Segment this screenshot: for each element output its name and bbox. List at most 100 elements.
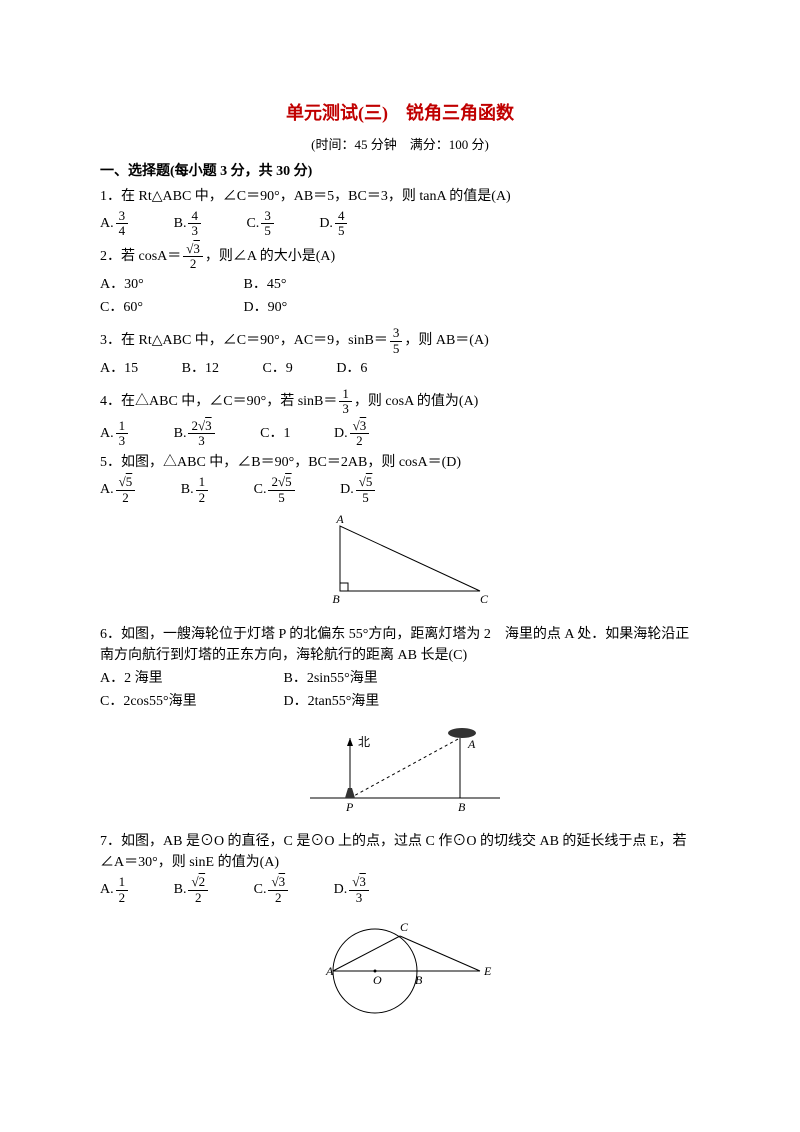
svg-text:P: P	[345, 800, 354, 814]
q7-b-label: B.	[174, 882, 187, 897]
svg-text:B: B	[415, 973, 423, 987]
q4-a-label: A.	[100, 426, 114, 441]
q1-b-label: B.	[174, 216, 187, 231]
q4-d-den: 2	[350, 434, 370, 448]
q3-a: A．15	[100, 358, 138, 379]
q5-options: A.√52 B.12 C.2√55 D.√55	[100, 475, 700, 505]
q6-figure: 北 P B A	[100, 718, 700, 825]
q3-frac-num: 3	[390, 326, 403, 341]
q4-d-num: √3	[350, 419, 370, 434]
q7-a-den: 2	[116, 891, 129, 905]
q5-c-den: 5	[268, 491, 294, 505]
q1-b-den: 3	[188, 224, 201, 238]
q5-text: 5．如图，△ABC 中，∠B＝90°，BC＝2AB，则 cosA＝(D)	[100, 452, 700, 473]
q2-options-row1: A．30° B．45°	[100, 274, 700, 295]
q4-frac-num: 1	[339, 387, 352, 402]
q6-d: D．2tan55°海里	[284, 691, 464, 712]
q7-b-den: 2	[188, 891, 208, 905]
q4-options: A.13 B.2√33 C．1 D.√32	[100, 419, 700, 449]
svg-text:C: C	[400, 920, 409, 934]
q4-text: 4．在△ABC 中，∠C＝90°，若 sinB＝13，则 cosA 的值为(A)	[100, 387, 700, 417]
q6-options-row1: A．2 海里 B．2sin55°海里	[100, 668, 700, 689]
q1-d-num: 4	[335, 209, 348, 224]
svg-text:A: A	[325, 964, 334, 978]
q2-c: C．60°	[100, 297, 240, 318]
svg-text:A: A	[467, 737, 476, 751]
svg-text:北: 北	[358, 735, 370, 749]
q1-a-num: 3	[116, 209, 129, 224]
q6-a: A．2 海里	[100, 668, 280, 689]
q7-a-label: A.	[100, 882, 114, 897]
q2-d: D．90°	[244, 297, 384, 318]
q5-b-label: B.	[181, 482, 194, 497]
q7-d-label: D.	[334, 882, 348, 897]
q6-c: C．2cos55°海里	[100, 691, 280, 712]
q1-a-label: A.	[100, 216, 114, 231]
q1-options: A.34 B.43 C.35 D.45	[100, 209, 700, 239]
page-title: 单元测试(三) 锐角三角函数	[100, 100, 700, 127]
q3-d: D．6	[336, 358, 367, 379]
svg-text:C: C	[480, 592, 489, 606]
svg-text:B: B	[332, 592, 340, 606]
q4-b-label: B.	[174, 426, 187, 441]
q5-a-den: 2	[116, 491, 136, 505]
q5-b-den: 2	[196, 491, 209, 505]
q3-b: B．12	[182, 358, 219, 379]
q3-post: ，则 AB＝(A)	[404, 333, 488, 348]
svg-text:E: E	[483, 964, 492, 978]
q5-c-num: 2√5	[268, 475, 294, 490]
q2-frac-den: 2	[183, 257, 203, 271]
q7-d-den: 3	[349, 891, 369, 905]
q4-pre: 4．在△ABC 中，∠C＝90°，若 sinB＝	[100, 394, 337, 409]
q4-c: C．1	[260, 423, 290, 444]
q1-c-den: 5	[261, 224, 274, 238]
q4-post: ，则 cosA 的值为(A)	[354, 394, 478, 409]
q4-a-num: 1	[116, 419, 129, 434]
q4-b-den: 3	[188, 434, 214, 448]
q2-pre: 2．若 cosA＝	[100, 249, 181, 264]
q2-b: B．45°	[244, 274, 384, 295]
q7-c-num: √3	[268, 875, 288, 890]
q3-options: A．15 B．12 C．9 D．6	[100, 358, 700, 379]
q2-frac-num: √3	[183, 242, 203, 257]
q6-options-row2: C．2cos55°海里 D．2tan55°海里	[100, 691, 700, 712]
q1-d-label: D.	[319, 216, 333, 231]
q2-a: A．30°	[100, 274, 240, 295]
q7-c-label: C.	[254, 882, 267, 897]
q5-c-label: C.	[254, 482, 267, 497]
q7-figure: A O B C E	[100, 911, 700, 1028]
q1-b-num: 4	[188, 209, 201, 224]
svg-text:O: O	[373, 973, 382, 987]
q2-text: 2．若 cosA＝√32，则∠A 的大小是(A)	[100, 242, 700, 272]
q1-a-den: 4	[116, 224, 129, 238]
section-1-header: 一、选择题(每小题 3 分，共 30 分)	[100, 161, 700, 182]
svg-text:A: A	[335, 512, 344, 526]
q6-b: B．2sin55°海里	[284, 668, 464, 689]
q5-figure: A B C	[100, 511, 700, 618]
q7-a-num: 1	[116, 875, 129, 890]
q1-text: 1．在 Rt△ABC 中，∠C＝90°，AB＝5，BC＝3，则 tanA 的值是…	[100, 186, 700, 207]
q4-d-label: D.	[334, 426, 348, 441]
q5-a-num: √5	[116, 475, 136, 490]
svg-text:B: B	[458, 800, 466, 814]
q7-text: 7．如图，AB 是⊙O 的直径，C 是⊙O 上的点，过点 C 作⊙O 的切线交 …	[100, 831, 700, 873]
q3-pre: 3．在 Rt△ABC 中，∠C＝90°，AC＝9，sinB＝	[100, 333, 388, 348]
q1-c-num: 3	[261, 209, 274, 224]
q3-frac-den: 5	[390, 342, 403, 356]
q3-text: 3．在 Rt△ABC 中，∠C＝90°，AC＝9，sinB＝35，则 AB＝(A…	[100, 326, 700, 356]
page-subtitle: (时间：45 分钟 满分：100 分)	[100, 135, 700, 155]
q4-a-den: 3	[116, 434, 129, 448]
q5-a-label: A.	[100, 482, 114, 497]
q7-b-num: √2	[188, 875, 208, 890]
q5-b-num: 1	[196, 475, 209, 490]
q7-c-den: 2	[268, 891, 288, 905]
q2-post: ，则∠A 的大小是(A)	[205, 249, 335, 264]
q4-frac-den: 3	[339, 402, 352, 416]
q1-c-label: C.	[246, 216, 259, 231]
q2-options-row2: C．60° D．90°	[100, 297, 700, 318]
q7-options: A.12 B.√22 C.√32 D.√33	[100, 875, 700, 905]
q6-text: 6．如图，一艘海轮位于灯塔 P 的北偏东 55°方向，距离灯塔为 2 海里的点 …	[100, 624, 700, 666]
q3-c: C．9	[262, 358, 292, 379]
q5-d-den: 5	[356, 491, 376, 505]
q1-d-den: 5	[335, 224, 348, 238]
